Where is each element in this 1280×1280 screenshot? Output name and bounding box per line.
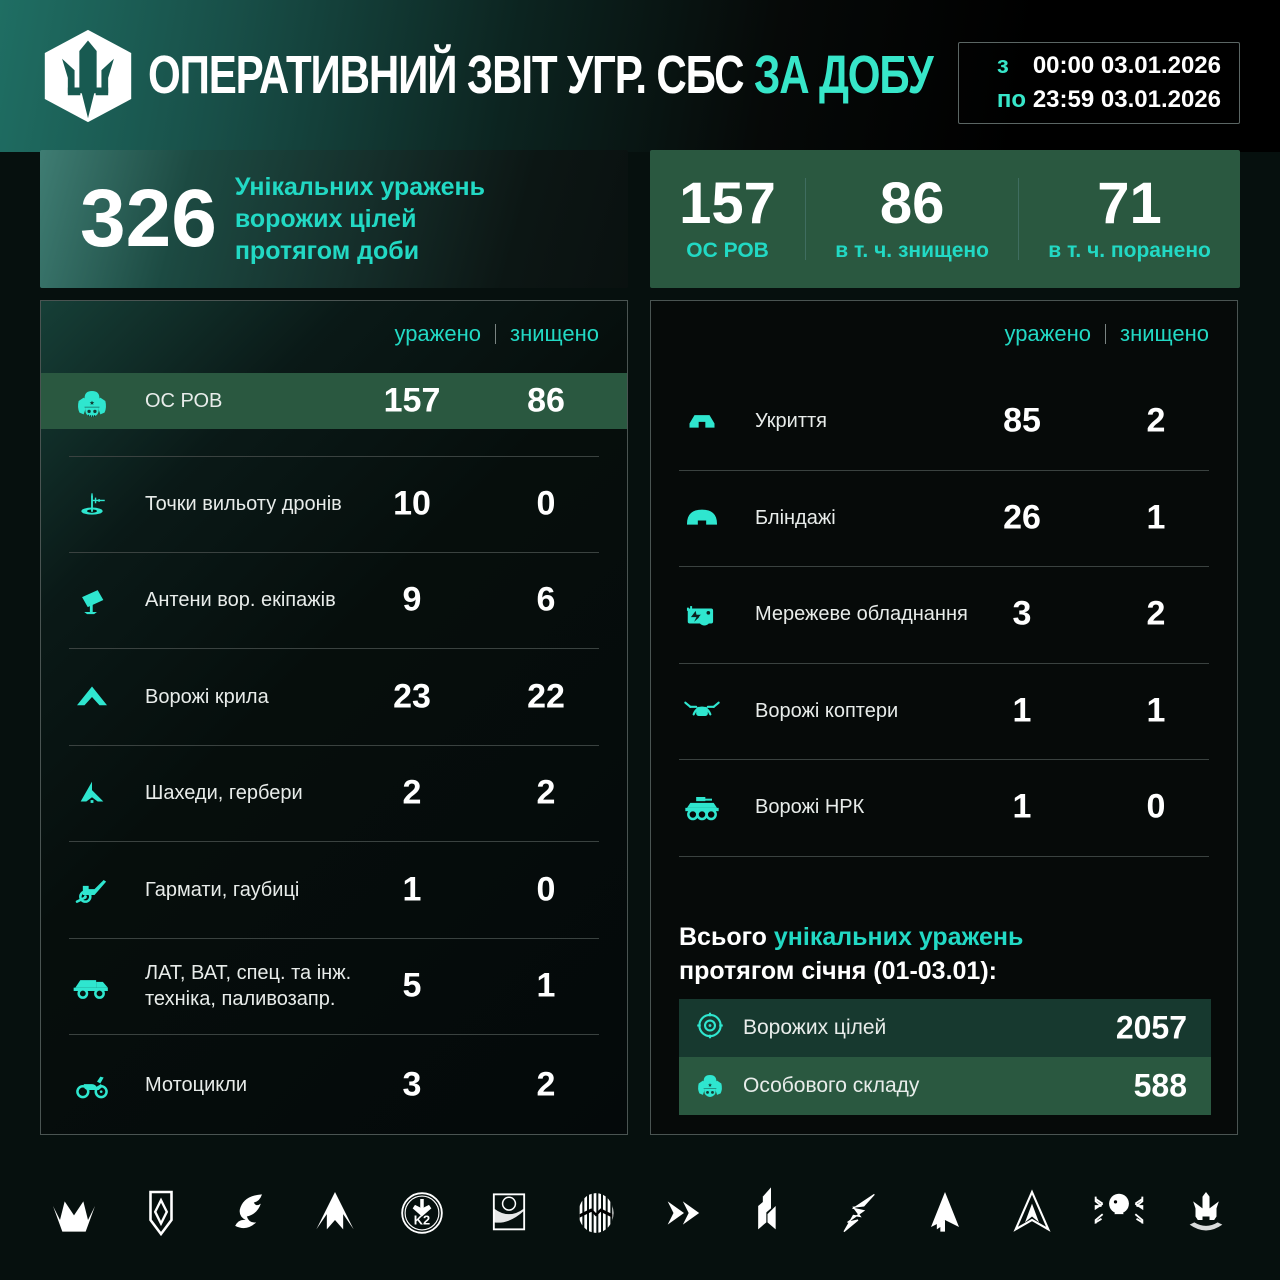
svg-text:K2: K2 (414, 1213, 430, 1228)
